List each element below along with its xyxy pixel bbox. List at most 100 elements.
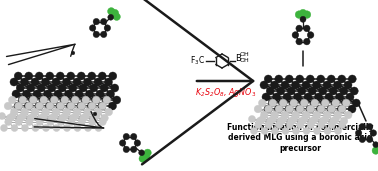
Circle shape [291,81,299,89]
Circle shape [275,105,283,113]
Circle shape [47,119,54,126]
Circle shape [319,117,327,125]
Circle shape [262,93,270,101]
Circle shape [59,114,66,122]
Circle shape [286,105,293,113]
Circle shape [328,122,335,128]
Circle shape [93,112,97,116]
Circle shape [280,115,287,122]
Circle shape [373,142,378,148]
Circle shape [25,102,33,110]
Circle shape [111,84,119,92]
Circle shape [307,122,314,128]
Circle shape [268,99,276,107]
Circle shape [100,84,108,92]
Circle shape [77,102,85,110]
Circle shape [313,111,321,119]
Circle shape [282,111,289,119]
Circle shape [94,108,102,116]
Circle shape [113,13,120,20]
Circle shape [289,99,297,107]
Circle shape [15,119,22,126]
Circle shape [304,25,310,32]
Circle shape [279,99,287,107]
Circle shape [324,128,331,135]
Circle shape [338,105,346,113]
Circle shape [17,114,24,122]
Circle shape [99,102,106,110]
Circle shape [306,105,314,113]
Circle shape [370,130,376,136]
Circle shape [366,123,373,130]
Circle shape [331,99,339,107]
Circle shape [103,96,110,104]
Circle shape [21,108,29,116]
Circle shape [57,102,64,110]
Circle shape [16,84,24,92]
Circle shape [72,113,79,120]
Circle shape [27,84,35,92]
Circle shape [93,113,100,120]
Circle shape [93,31,99,38]
Circle shape [293,93,302,101]
Circle shape [53,108,60,116]
Circle shape [52,78,60,86]
Circle shape [303,128,310,135]
Circle shape [33,90,41,98]
Circle shape [255,122,262,128]
Circle shape [352,99,360,107]
Circle shape [31,108,39,116]
Circle shape [25,102,33,110]
Circle shape [14,72,22,80]
Circle shape [104,25,111,31]
Circle shape [309,117,316,125]
Circle shape [42,124,50,131]
Circle shape [57,119,64,126]
Circle shape [333,115,339,122]
Circle shape [108,8,115,15]
Circle shape [85,90,93,98]
Circle shape [88,102,96,110]
Circle shape [77,72,85,80]
Circle shape [330,117,337,125]
Circle shape [20,78,28,86]
Circle shape [63,108,71,116]
Circle shape [74,124,81,131]
Circle shape [276,122,283,128]
Circle shape [105,108,113,116]
Circle shape [321,99,329,107]
Circle shape [98,72,106,80]
Circle shape [282,128,289,135]
Circle shape [265,122,272,128]
Circle shape [71,96,79,104]
Circle shape [283,93,291,101]
Circle shape [111,9,119,17]
Circle shape [311,99,319,107]
Circle shape [93,96,100,104]
Circle shape [90,25,96,31]
Circle shape [274,105,282,113]
Text: OH: OH [240,51,250,56]
Circle shape [37,84,45,92]
Circle shape [84,78,91,86]
Circle shape [279,99,287,107]
Circle shape [308,87,316,95]
Text: $\mathsf{F_3C}$: $\mathsf{F_3C}$ [190,55,205,67]
Circle shape [313,81,321,89]
Circle shape [18,96,26,104]
Circle shape [6,114,14,122]
Circle shape [8,96,16,104]
Circle shape [96,90,104,98]
Circle shape [78,119,85,126]
Circle shape [296,25,302,32]
Circle shape [45,102,54,110]
Circle shape [338,105,345,113]
Circle shape [303,11,311,18]
Circle shape [321,99,329,107]
Circle shape [98,102,106,110]
Circle shape [123,146,130,153]
Circle shape [271,81,279,89]
Circle shape [143,153,150,160]
Circle shape [60,96,68,104]
Circle shape [298,87,306,95]
